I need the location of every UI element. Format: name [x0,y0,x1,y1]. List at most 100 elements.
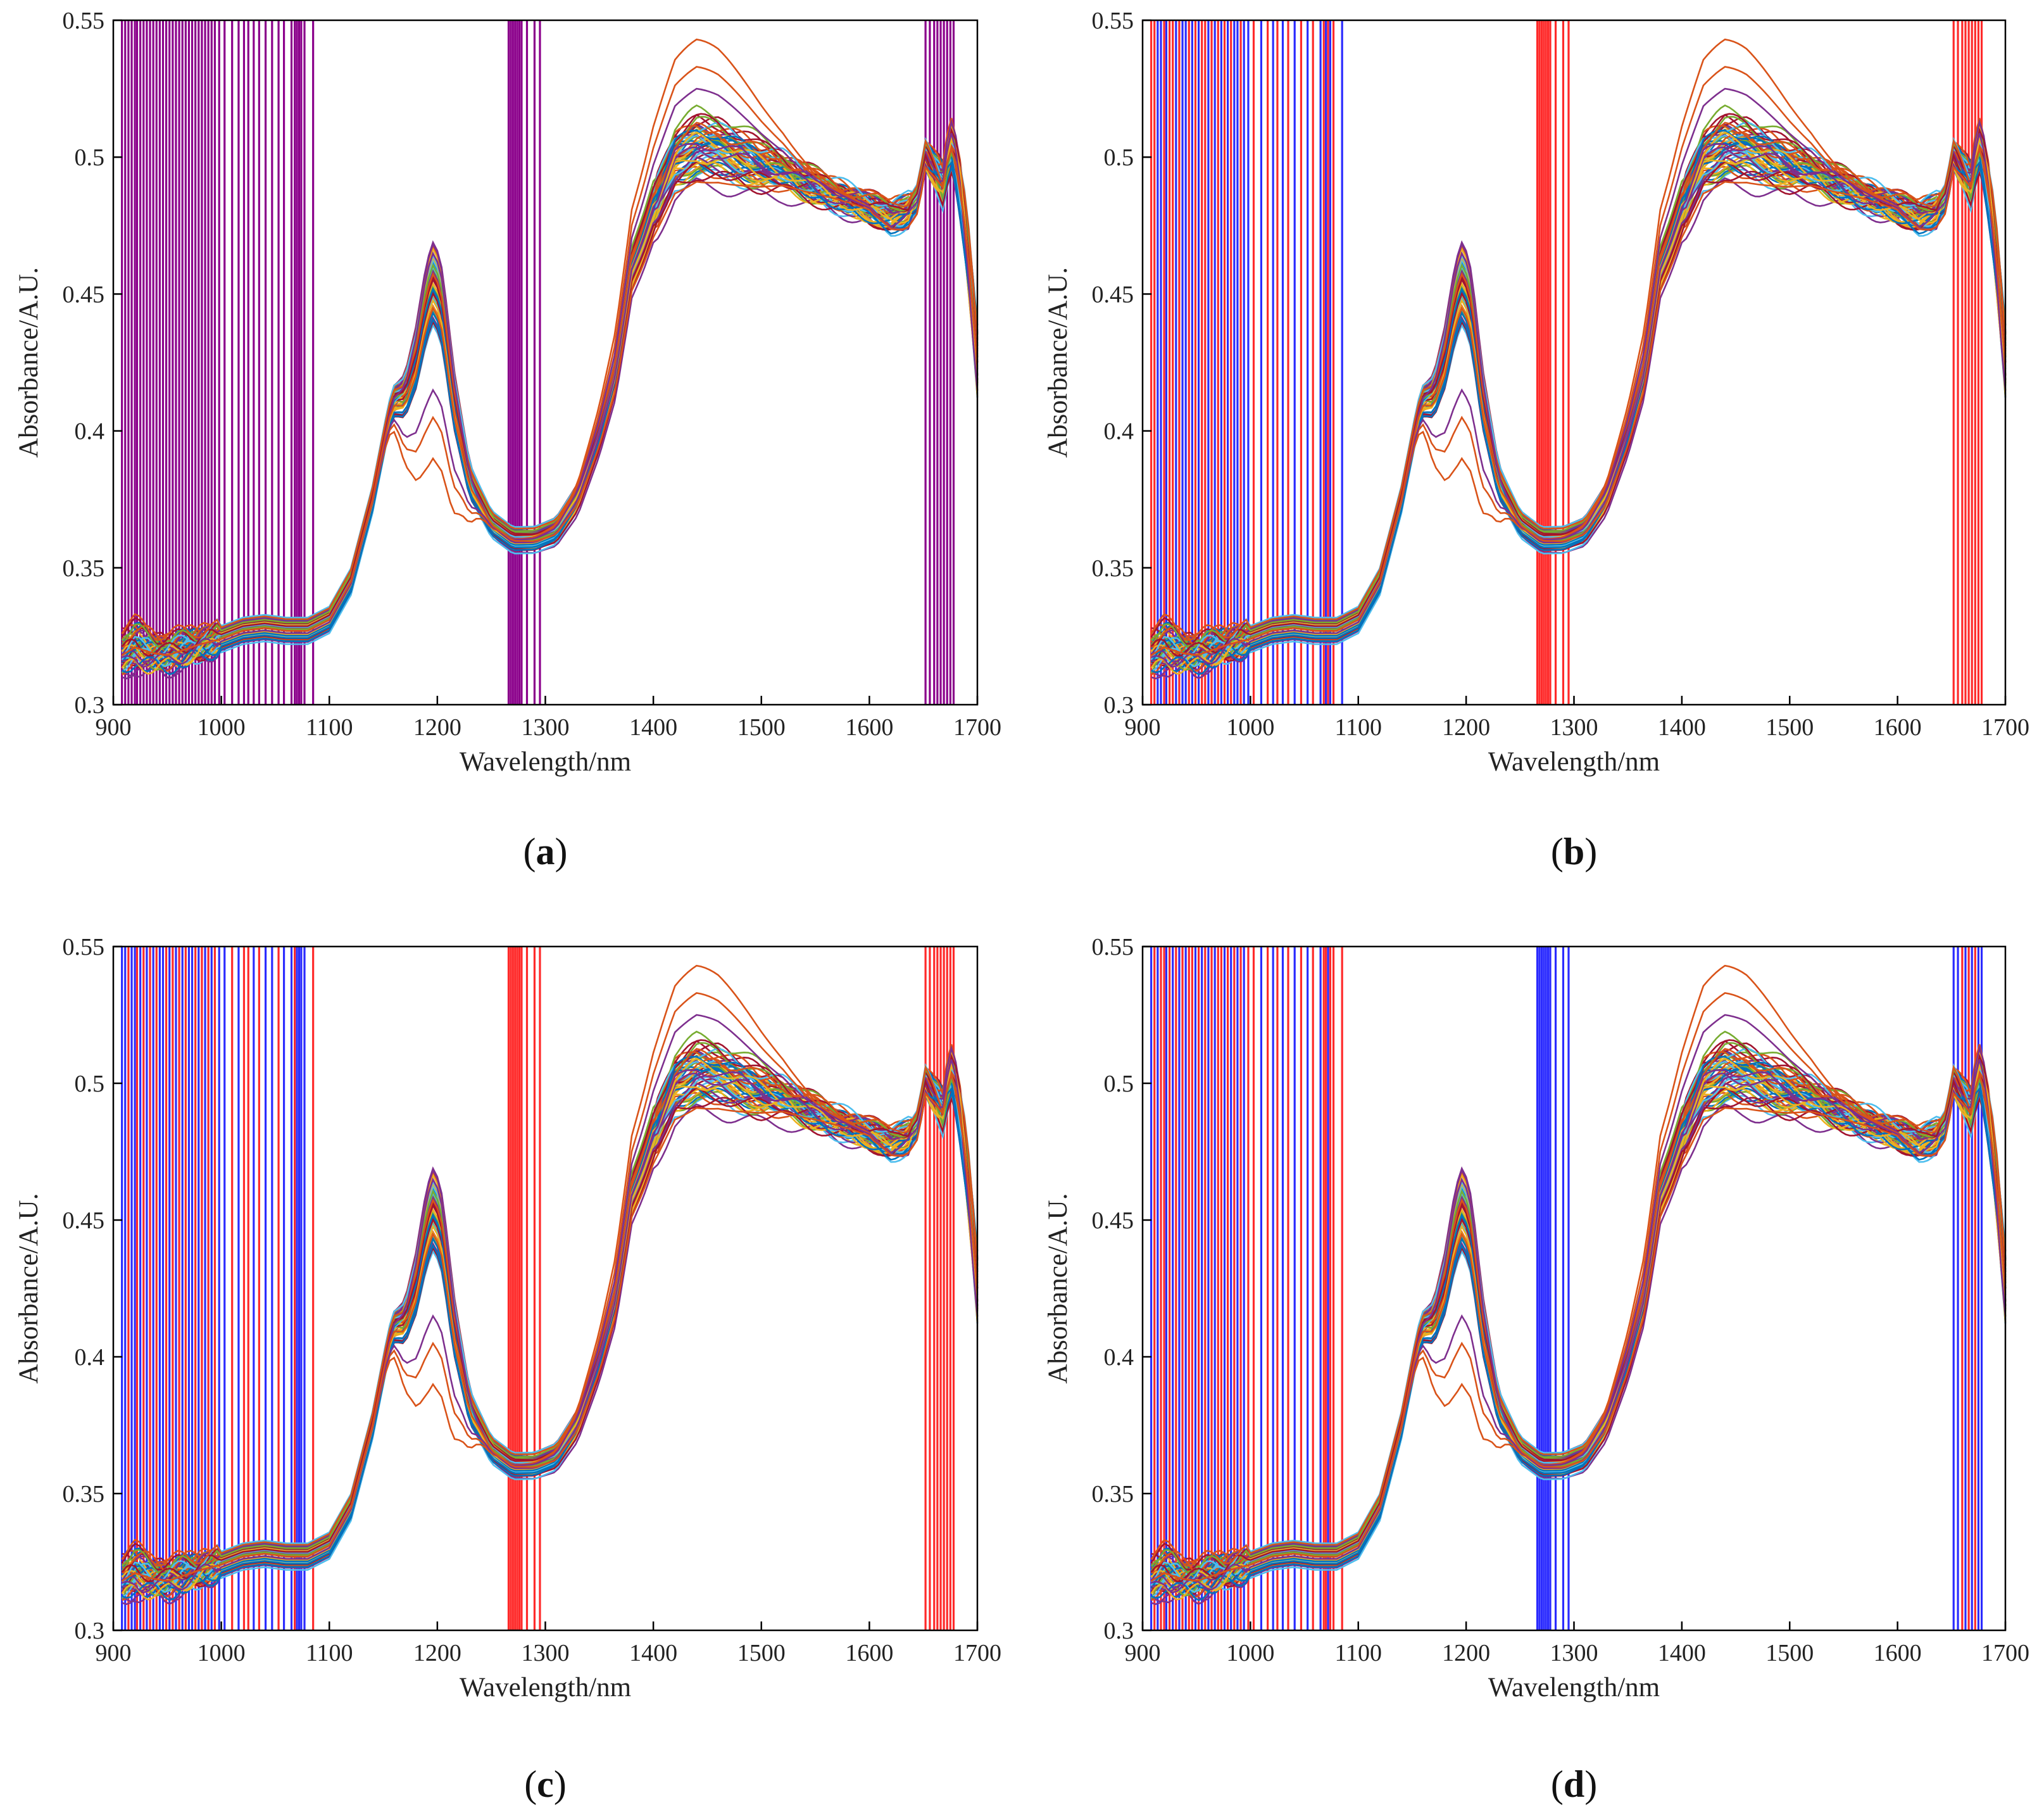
panel-label: (c) [524,1763,567,1805]
spectrum-line [121,118,979,662]
panel-a: 900 1000 1100 1200 1300 1400 1500 1600 1700 0.30… [14,8,1001,872]
spectrum-line [1151,1055,2007,1601]
x-axis-title: Wavelength/nm [1488,747,1660,777]
x-tick-label: 1000 [1226,1640,1274,1666]
x-tick-label: 1500 [737,714,786,741]
y-tick-label: 0.45 [1092,1207,1134,1234]
x-tick-label: 1100 [306,1640,353,1666]
panel-d: 900 1000 1100 1200 1300 1400 1500 1600 1700 0.30… [1043,934,2029,1805]
y-tick-label: 0.5 [1104,144,1134,171]
x-tick-label: 1600 [845,714,893,741]
spectrum-line [1150,1047,2007,1586]
spectrum-line [1150,104,2007,650]
x-tick-label: 1700 [953,1640,1001,1666]
spectrum-line [122,1071,979,1582]
spectrum-line [121,1073,979,1595]
spectrum-line [121,1030,979,1575]
spectrum-line [121,1085,979,1588]
spectrum-line [1150,1030,2007,1575]
y-tick-label: 0.55 [63,934,105,960]
spectrum-line [1151,163,2007,680]
y-tick-label: 0.35 [63,1481,105,1507]
x-axis-title: Wavelength/nm [460,1673,631,1703]
spectrum-line [1150,1085,2007,1588]
y-tick-label: 0.3 [75,692,105,719]
x-tick-label: 1400 [1658,1640,1706,1666]
x-tick-label: 1400 [629,714,677,741]
y-tick-label: 0.4 [1104,419,1134,445]
spectrum-line [1150,158,2007,662]
x-tick-label: 1200 [1442,714,1490,741]
selected-band-lines [121,947,955,1630]
x-tick-label: 1300 [522,714,570,741]
y-axis-title: Absorbance/A.U. [1043,267,1073,458]
spectrum-line [121,1048,979,1567]
spectrum-line [1150,1071,2007,1582]
spectrum-line [121,104,979,650]
x-tick-label: 900 [96,714,132,741]
spectrum-line [1150,145,2007,657]
y-axis-title: Absorbance/A.U. [1043,1193,1073,1384]
y-tick-label: 0.4 [1104,1344,1134,1371]
x-tick-label: 1300 [522,1640,570,1666]
x-tick-label: 1500 [737,1640,786,1666]
y-tick-label: 0.3 [1104,692,1134,719]
x-tick-label: 1500 [1765,1640,1814,1666]
selected-band-lines [121,20,955,705]
x-axis-ticks: 900 1000 1100 1200 1300 1400 1500 1600 1700 [96,696,1001,741]
spectrum-line [122,129,979,676]
panel-letter: a [536,831,555,872]
y-tick-label: 0.35 [1092,1481,1134,1507]
spectrum-line [1150,1045,2007,1588]
y-tick-label: 0.3 [1104,1618,1134,1644]
x-tick-label: 1700 [1981,1640,2029,1666]
spectrum-line [121,122,979,660]
spectrum-line [122,1061,979,1588]
x-tick-label: 1100 [1334,714,1382,741]
y-axis-ticks: 0.3 0.35 0.4 0.45 0.5 0.55 [63,8,122,719]
spectrum-line [1150,1073,2007,1595]
y-tick-label: 0.55 [1092,934,1134,960]
x-tick-label: 1200 [1442,1640,1490,1666]
panel-c: 900 1000 1100 1200 1300 1400 1500 1600 1700 0.30… [14,934,1001,1805]
y-tick-label: 0.5 [1104,1071,1134,1097]
x-axis-ticks: 900 1000 1100 1200 1300 1400 1500 1600 1700 [1125,696,2029,741]
y-tick-label: 0.3 [75,1618,105,1644]
y-tick-label: 0.55 [63,8,105,34]
y-axis-ticks: 0.3 0.35 0.4 0.45 0.5 0.55 [1092,8,1151,719]
spectrum-line [121,147,979,669]
spectrum-line [121,122,979,641]
x-tick-label: 1700 [953,714,1001,741]
spectra-lines [1150,964,2007,1606]
panel-label: (a) [524,831,568,872]
x-tick-label: 1100 [1334,1640,1382,1666]
spectrum-line [122,163,979,680]
spectra-lines [121,964,979,1606]
spectrum-line [121,1047,979,1586]
x-tick-label: 900 [96,1640,132,1666]
x-tick-label: 1200 [413,714,461,741]
y-axis-ticks: 0.3 0.35 0.4 0.45 0.5 0.55 [1092,934,1151,1644]
panel-label: (b) [1551,831,1597,872]
panel-letter: c [537,1763,554,1805]
x-tick-label: 1600 [845,1640,893,1666]
selected-band-lines [1150,947,1983,1630]
spectrum-line [1151,134,2007,662]
x-tick-label: 900 [1125,1640,1161,1666]
x-tick-label: 1000 [198,1640,246,1666]
y-tick-label: 0.55 [1092,8,1134,34]
x-tick-label: 1000 [1226,714,1274,741]
y-tick-label: 0.35 [1092,555,1134,582]
panel-b: 900 1000 1100 1200 1300 1400 1500 1600 1700 0.30… [1043,8,2029,872]
x-axis-ticks: 900 1000 1100 1200 1300 1400 1500 1600 1700 [96,1621,1001,1666]
x-tick-label: 1500 [1765,714,1814,741]
x-tick-label: 1000 [198,714,246,741]
spectrum-line [1150,1048,2007,1567]
panel-label: (d) [1551,1763,1597,1805]
spectrum-line [1150,122,2007,641]
spectrum-line [1151,1089,2007,1606]
x-tick-label: 1300 [1550,1640,1598,1666]
panel-letter: b [1564,831,1584,872]
spectrum-line [1151,129,2007,676]
